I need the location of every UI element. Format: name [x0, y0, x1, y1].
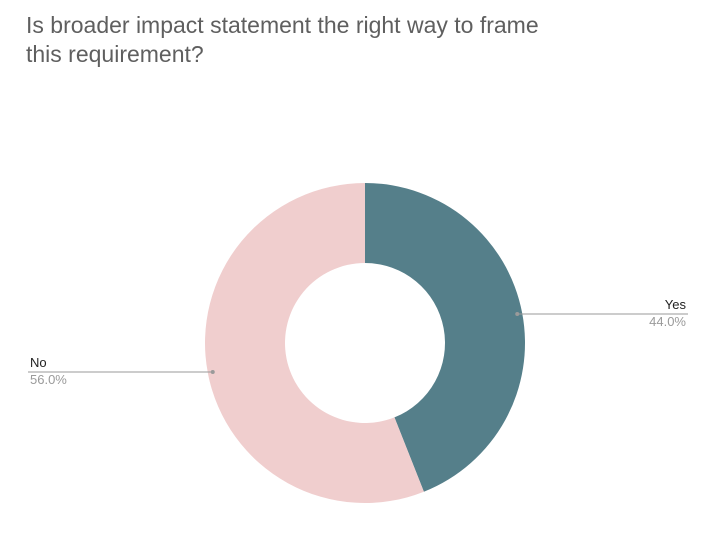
slice-labels: Yes 44.0% No 56.0% [30, 297, 686, 387]
slice-label-no: No [30, 355, 47, 370]
slice-yes [365, 183, 526, 492]
slice-value-yes: 44.0% [649, 314, 686, 329]
slice-no [205, 183, 424, 503]
slice-value-no: 56.0% [30, 372, 67, 387]
chart-title: Is broader impact statement the right wa… [26, 12, 539, 67]
slice-leaders [28, 311, 688, 375]
slice-label-yes: Yes [665, 297, 687, 312]
donut-slices [205, 183, 526, 503]
